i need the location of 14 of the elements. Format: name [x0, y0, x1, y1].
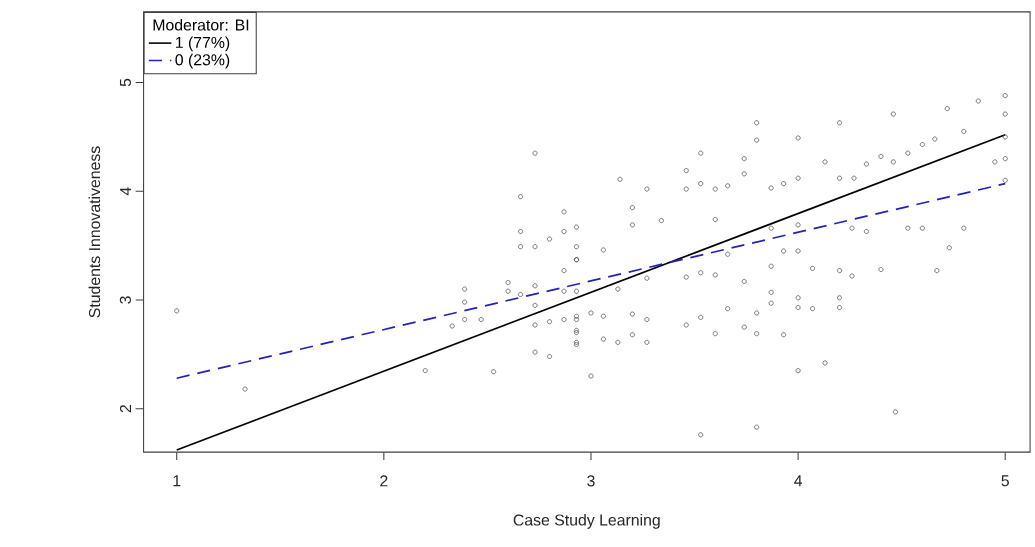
y-tick-label: 4 — [120, 187, 131, 196]
y-axis-title: Students Innovativeness — [88, 146, 101, 318]
y-tick-label: 2 — [119, 404, 131, 413]
x-axis-title: Case Study Learning — [513, 513, 660, 529]
legend-label: 1 (77%) — [176, 36, 230, 52]
x-tick-label: 1 — [173, 475, 181, 487]
x-tick-label: 5 — [1001, 475, 1009, 487]
y-tick-label: 3 — [119, 296, 131, 304]
x-tick-label: 2 — [380, 475, 388, 487]
legend-label: 0 (23%) — [175, 53, 230, 69]
x-tick-label: 3 — [587, 475, 595, 487]
legend-title: Moderator: BI — [153, 18, 249, 31]
y-tick-label: 5 — [119, 78, 131, 87]
x-tick-label: 4 — [794, 475, 803, 487]
